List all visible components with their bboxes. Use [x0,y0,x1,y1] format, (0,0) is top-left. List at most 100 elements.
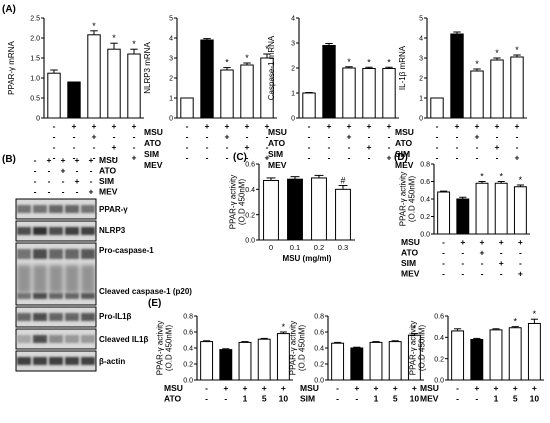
treatment-sign: + [245,121,250,131]
x-tick-label: 0.3 [338,243,348,252]
treatment-sign: - [475,394,478,404]
treatment-sign: + [499,258,504,268]
treatment-sign: + [47,155,52,165]
blot-band [17,335,31,343]
treatment-sign: + [393,383,398,393]
y-tick-label: 2 [169,76,173,83]
blot-smear [17,265,31,293]
bar [263,179,279,241]
row-label: MEV [99,187,118,197]
treatment-sign: - [53,142,56,152]
treatment-sign: 5 [393,394,398,404]
bar [450,33,464,119]
treatment-sign: - [266,142,269,152]
y-tick-label: 3 [291,41,295,48]
treatment-sign: + [92,132,97,142]
bar [490,59,504,119]
bar [470,338,484,381]
y-tick-label: 0 [169,116,173,123]
treatment-sign: - [368,153,371,163]
y-tick-label: 0.8 [420,162,430,169]
treatment-sign: - [461,248,464,258]
row-label: SIM [300,394,315,404]
y-tick-label: 1 [419,96,423,103]
blot-smear [65,265,79,293]
y-tick-label: 4 [419,36,423,43]
treatment-sign: + [92,121,97,131]
blot-band [17,313,31,321]
row-label-sim: SIM [144,149,159,159]
treatment-sign: + [112,142,117,152]
panel-label-d: (D) [394,152,408,163]
significance-mark: * [533,309,537,319]
blot-band [33,335,47,343]
bar [527,322,541,381]
treatment-sign: - [186,153,189,163]
bar [382,68,396,119]
treatment-sign: + [75,155,80,165]
significance-mark: * [347,57,351,67]
treatment-sign: - [186,142,189,152]
treatment-sign: - [133,132,136,142]
row-label: MSU [164,383,183,393]
treatment-sign: - [34,155,37,165]
y-tick-label: 0.2 [245,212,255,219]
y-axis-label: Caspase-1 mRNA [267,35,276,100]
significance-mark: * [387,57,391,67]
row-label-mev-2: MEV [395,160,414,170]
treatment-sign: - [348,153,351,163]
bar [335,188,351,241]
bar [508,327,522,381]
row-label: MEV [401,269,420,279]
y-tick-label: 0.6 [314,330,324,337]
treatment-sign: + [515,121,520,131]
blot-band [81,357,95,365]
treatment-sign: + [474,383,479,393]
treatment-sign: - [62,176,65,186]
blot-band [33,357,47,365]
treatment-sign: - [76,166,79,176]
treatment-sign: - [73,153,76,163]
treatment-sign: + [225,121,230,131]
band-label: NLRP3 [99,226,126,235]
treatment-sign: - [388,132,391,142]
treatment-sign: - [456,142,459,152]
treatment-sign: - [456,132,459,142]
y-tick-label: 2 [291,66,295,73]
treatment-sign: + [245,142,250,152]
bar [180,97,194,119]
treatment-sign: + [513,383,518,393]
treatment-sign: - [266,132,269,142]
y-tick-label: 0.4 [245,187,255,194]
treatment-sign: 10 [410,394,420,404]
y-tick-label: 0.4 [420,197,430,204]
treatment-sign: + [132,121,137,131]
y-tick-label: 0 [419,116,423,123]
row-label-mev: MEV [144,160,163,170]
treatment-sign: - [308,153,311,163]
bar [240,64,254,119]
treatment-sign: - [308,142,311,152]
chart-d: 0.0 0.2 0.4 0.6 0.8 PPAR-γ activity (O.D 450nM… [399,162,530,279]
y-tick-label: 4 [291,16,295,23]
row-label: MSU [401,237,420,247]
treatment-sign: - [62,187,65,197]
treatment-sign: + [475,121,480,131]
y-axis-label: (O.D 450nM) [165,325,174,372]
treatment-sign: - [93,153,96,163]
blot-band [33,205,47,213]
x-tick-label: 0.2 [314,243,324,252]
treatment-sign: + [281,383,286,393]
blot-band [81,205,95,213]
y-tick-label: 0 [291,116,295,123]
y-axis-label: PPAR-γ mRNA [7,41,16,95]
treatment-sign: - [348,142,351,152]
bar [107,48,121,119]
treatment-sign: - [481,269,484,279]
treatment-sign: - [90,176,93,186]
row-label: ATO [164,394,182,404]
bar [219,349,233,381]
y-tick-label: 4 [169,36,173,43]
